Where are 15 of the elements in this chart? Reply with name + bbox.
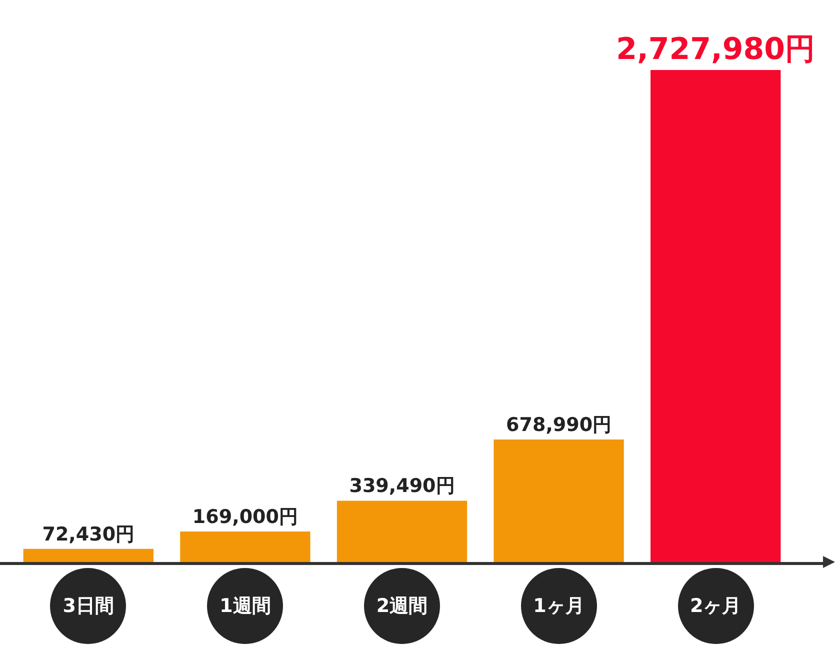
x-tick-label: 2週間 bbox=[364, 568, 440, 644]
data-label: 169,000円 bbox=[192, 506, 298, 528]
data-label: 72,430円 bbox=[42, 523, 135, 546]
x-tick-label: 3日間 bbox=[50, 568, 126, 644]
data-label: 678,990円 bbox=[506, 414, 612, 436]
x-tick-label: 1ヶ月 bbox=[520, 568, 597, 644]
bar bbox=[494, 440, 624, 562]
bar bbox=[336, 500, 468, 562]
bar bbox=[650, 70, 781, 562]
bar bbox=[23, 548, 154, 562]
data-label: 2,727,980円 bbox=[616, 32, 816, 67]
data-label: 339,490円 bbox=[349, 475, 455, 498]
x-tick-label: 1週間 bbox=[207, 568, 284, 644]
x-tick-label: 2ヶ月 bbox=[678, 568, 754, 644]
bar bbox=[180, 532, 310, 562]
